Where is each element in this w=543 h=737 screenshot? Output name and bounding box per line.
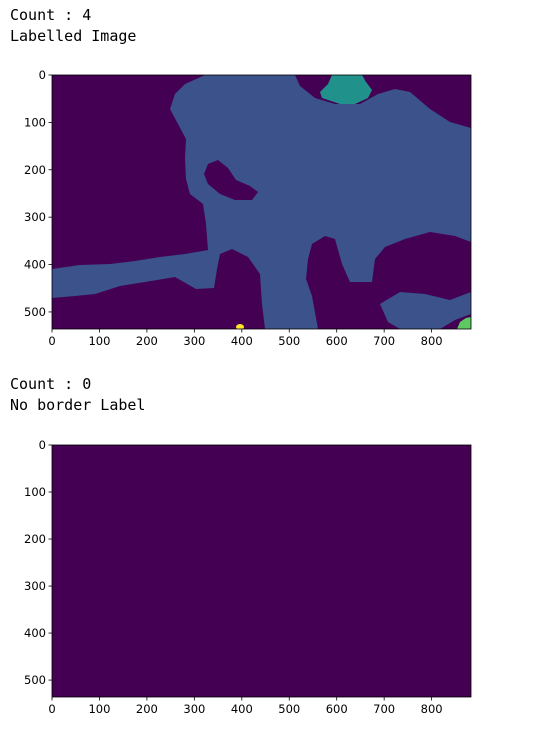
plot-frame-2 [51, 444, 472, 698]
x-tick-label: 400 [231, 702, 253, 716]
label-region-hole-left [204, 160, 258, 200]
x-tick-label: 200 [136, 702, 158, 716]
y-tick-label: 100 [24, 115, 46, 129]
labelled-image-plot: 0 100 200 300 400 500 600 700 800 0 100 200 300 400 50… [24, 68, 472, 348]
output-title-text-2: No border Label [10, 396, 146, 414]
x-tick-label: 0 [48, 334, 55, 348]
label-region-teal [320, 75, 372, 104]
label-map-image [52, 75, 471, 329]
output-count-text: Count : 4 [10, 6, 92, 24]
label-region-bottom-right [380, 292, 471, 329]
y-tick-label: 500 [24, 673, 46, 687]
x-tick-label: 0 [48, 702, 55, 716]
x-tick-label: 700 [373, 702, 395, 716]
output-count-text-2: Count : 0 [10, 375, 92, 393]
x-tick-label: 200 [136, 334, 158, 348]
label-region-green [457, 317, 471, 329]
x-tick-label: 800 [421, 334, 443, 348]
y-tick-label: 200 [24, 163, 46, 177]
x-tick-label: 100 [88, 334, 110, 348]
x-tick-label: 700 [373, 334, 395, 348]
x-tick-label: 400 [231, 334, 253, 348]
y-tick-label: 300 [24, 210, 46, 224]
y-tick-label: 400 [24, 626, 46, 640]
no-border-label-plot: 0 100 200 300 400 500 600 700 800 0 100 200 300 400 50… [24, 438, 472, 716]
y-tick-label: 100 [24, 485, 46, 499]
y-tick-label: 0 [39, 438, 46, 452]
axes-2: 0 100 200 300 400 500 600 700 800 0 100 200 300 400 50… [24, 438, 443, 716]
x-tick-label: 600 [326, 334, 348, 348]
x-tick-label: 300 [183, 334, 205, 348]
y-tick-label: 0 [39, 68, 46, 82]
y-tick-label: 300 [24, 579, 46, 593]
plot-frame [51, 74, 472, 330]
y-tick-label: 500 [24, 305, 46, 319]
output-title-text: Labelled Image [10, 27, 137, 45]
label-region-main [52, 75, 471, 329]
y-tick-label: 400 [24, 258, 46, 272]
x-tick-label: 500 [278, 334, 300, 348]
y-tick-label: 200 [24, 532, 46, 546]
x-tick-label: 100 [88, 702, 110, 716]
axes: 0 100 200 300 400 500 600 700 800 0 100 200 300 400 50… [24, 68, 443, 348]
x-tick-label: 800 [421, 702, 443, 716]
label-map-image-2 [52, 445, 471, 697]
x-tick-label: 600 [326, 702, 348, 716]
x-tick-label: 500 [278, 702, 300, 716]
label-region-yellow [236, 324, 244, 329]
x-tick-label: 300 [183, 702, 205, 716]
